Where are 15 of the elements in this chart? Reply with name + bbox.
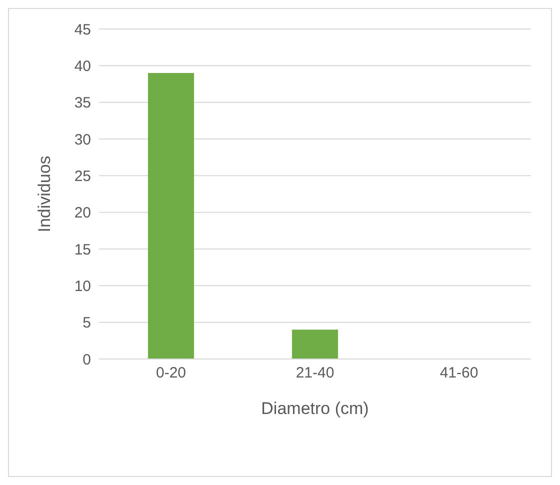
y-tick-label: 45: [74, 21, 91, 38]
y-tick-label: 5: [82, 314, 91, 332]
y-tick-label: 15: [74, 241, 91, 258]
y-tick-label: 30: [74, 131, 91, 148]
y-tick-label: 20: [74, 204, 91, 222]
x-tick-label: 0-20: [156, 364, 186, 382]
x-tick-label: 21-40: [296, 364, 334, 382]
y-tick-label: 40: [74, 58, 91, 75]
y-axis-title: Individuos: [35, 156, 54, 232]
y-tick-label: 25: [74, 168, 91, 185]
y-tick-label: 10: [74, 278, 91, 295]
x-tick-label: 41-60: [440, 364, 478, 382]
x-axis-title: Diametro (cm): [261, 399, 369, 418]
y-tick-label: 35: [74, 94, 91, 112]
y-tick-label: 0: [82, 351, 91, 368]
